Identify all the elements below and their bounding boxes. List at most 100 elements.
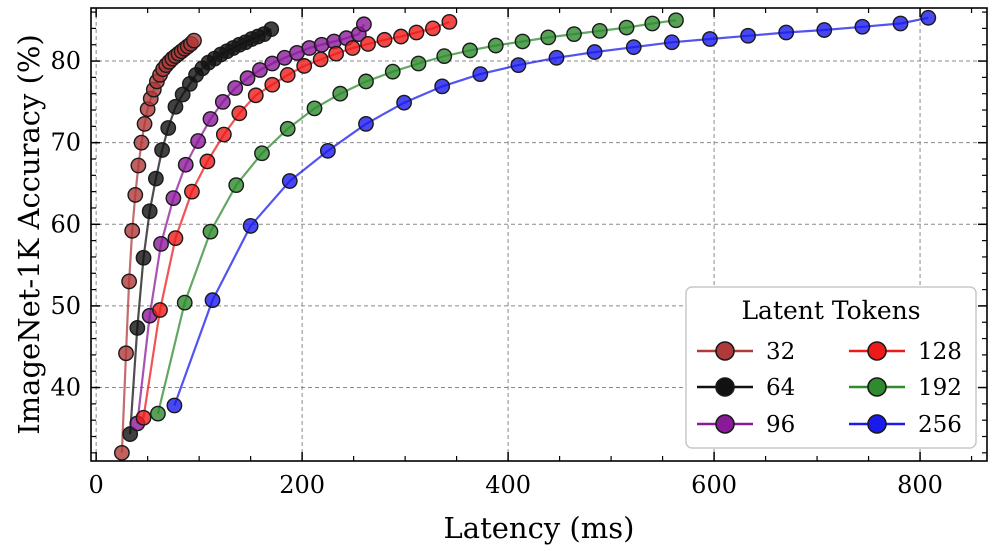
- data-point-192: [150, 405, 166, 422]
- data-point-192: [358, 73, 374, 90]
- data-point-128: [231, 105, 248, 122]
- x-axis-label: Latency (ms): [444, 511, 635, 545]
- data-point-64: [135, 249, 152, 266]
- data-point-128: [152, 302, 168, 318]
- x-tick-label: 800: [897, 471, 943, 499]
- data-point-96: [153, 235, 169, 252]
- data-point-256: [740, 27, 756, 44]
- data-point-96: [202, 111, 219, 127]
- y-tick-label: 50: [50, 292, 81, 320]
- series-64: [122, 21, 280, 442]
- data-point-128: [135, 409, 152, 426]
- data-point-96: [356, 16, 372, 33]
- data-point-192: [436, 48, 453, 65]
- data-point-192: [254, 145, 270, 162]
- data-point-128: [393, 28, 409, 45]
- data-point-32: [127, 187, 144, 203]
- legend-entry-256: 256: [849, 412, 962, 438]
- x-tick-label: 400: [485, 471, 531, 499]
- data-point-32: [118, 345, 134, 362]
- data-point-256: [586, 44, 603, 60]
- data-point-256: [242, 218, 259, 234]
- data-point-128: [328, 45, 345, 62]
- data-point-96: [227, 80, 244, 96]
- series-192: [150, 12, 684, 422]
- legend-entry-192: 192: [849, 375, 962, 401]
- data-point-64: [154, 142, 170, 158]
- data-point-256: [892, 15, 909, 32]
- data-point-256: [816, 22, 833, 38]
- data-point-256: [920, 9, 937, 26]
- data-point-192: [566, 26, 582, 43]
- x-tick-label: 0: [89, 471, 104, 499]
- data-point-256: [472, 66, 489, 83]
- data-point-96: [239, 70, 256, 87]
- data-point-192: [644, 15, 661, 32]
- data-point-128: [279, 67, 296, 83]
- data-point-32: [133, 134, 150, 151]
- data-point-256: [434, 78, 451, 95]
- series-256: [166, 9, 937, 414]
- data-point-96: [252, 62, 268, 78]
- legend-marker: [867, 414, 887, 434]
- data-point-192: [668, 12, 684, 29]
- legend-label: 192: [918, 375, 962, 401]
- data-point-64: [141, 203, 158, 220]
- data-point-256: [663, 34, 680, 51]
- series-128: [135, 13, 458, 426]
- x-tick-label: 600: [691, 471, 737, 499]
- legend-marker: [715, 377, 735, 397]
- y-tick-label: 60: [50, 210, 81, 238]
- data-point-64: [167, 98, 184, 115]
- data-point-192: [384, 63, 401, 80]
- y-axis-label: ImageNet-1K Accuracy (%): [12, 34, 46, 435]
- grid-lines: [91, 8, 987, 461]
- data-point-128: [215, 126, 232, 143]
- data-point-64: [160, 120, 177, 136]
- legend-entry-128: 128: [849, 339, 962, 365]
- series-32: [113, 32, 202, 461]
- data-point-256: [319, 142, 336, 159]
- data-point-256: [510, 57, 527, 74]
- data-point-32: [136, 116, 153, 132]
- series-line-192: [156, 19, 677, 414]
- legend-marker: [867, 341, 887, 361]
- data-point-128: [199, 153, 216, 170]
- data-point-192: [540, 29, 557, 46]
- data-point-128: [360, 36, 376, 52]
- data-point-256: [702, 31, 718, 47]
- legend-box: [685, 286, 977, 449]
- data-point-64: [147, 170, 164, 187]
- data-point-64: [129, 320, 146, 336]
- data-point-32: [130, 157, 147, 174]
- data-point-256: [358, 116, 374, 132]
- data-point-256: [396, 94, 412, 111]
- legend: Latent Tokens 32 64 96 128 192 256: [685, 286, 977, 449]
- axis-ticks: 0 200 400 600 800 40 50 60 70 80: [50, 8, 987, 499]
- data-point-32: [124, 222, 141, 239]
- y-tick-label: 80: [50, 47, 81, 75]
- data-point-128: [425, 20, 441, 37]
- data-point-128: [296, 58, 313, 74]
- legend-marker: [867, 377, 887, 397]
- x-tick-label: 200: [279, 471, 325, 499]
- legend-label: 128: [918, 339, 962, 365]
- plot-frame: [90, 7, 988, 462]
- legend-entry-64: 64: [697, 375, 795, 401]
- legend-label: 256: [918, 412, 962, 438]
- data-point-32: [113, 444, 130, 461]
- data-point-256: [778, 24, 795, 41]
- data-point-192: [462, 42, 478, 59]
- data-point-128: [264, 76, 281, 93]
- data-point-128: [344, 40, 361, 56]
- data-point-192: [514, 33, 531, 50]
- data-point-128: [312, 51, 329, 68]
- data-point-256: [204, 292, 221, 309]
- data-point-256: [548, 49, 565, 66]
- data-point-128: [184, 183, 200, 200]
- legend-marker: [715, 414, 735, 434]
- data-point-192: [618, 19, 635, 36]
- y-tick-label: 70: [50, 129, 81, 157]
- legend-title: Latent Tokens: [741, 296, 920, 325]
